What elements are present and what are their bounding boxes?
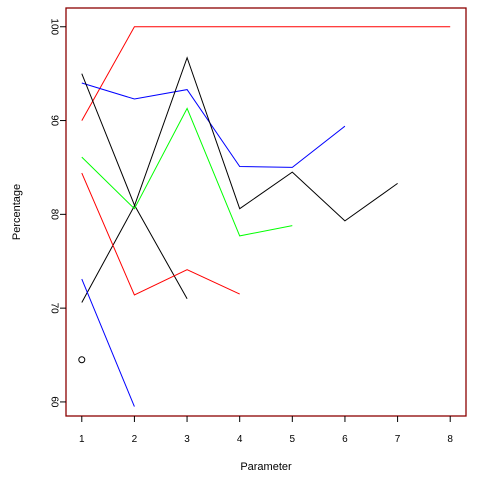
series-line-1 (81, 26, 451, 121)
x-tick-label: 3 (184, 434, 190, 445)
y-tick-label: 60 (49, 396, 60, 408)
y-axis: 60 70 80 90 100 (49, 18, 66, 408)
x-tick-label: 7 (395, 434, 401, 445)
x-axis: 1 2 3 4 5 6 7 8 (79, 416, 453, 445)
y-axis-label: Percentage (11, 184, 23, 240)
x-tick-label: 2 (132, 434, 138, 445)
plot-frame (65, 7, 467, 417)
x-tick-label: 5 (290, 434, 296, 445)
series-line-2 (81, 82, 346, 168)
x-axis-label: Parameter (240, 461, 292, 473)
y-tick-label: 100 (49, 18, 60, 35)
x-tick-label: 1 (79, 434, 85, 445)
x-tick-label: 8 (447, 434, 453, 445)
y-tick-label: 80 (49, 209, 60, 221)
points-layer (78, 356, 86, 364)
series-line-3 (81, 73, 188, 300)
series-line-6 (81, 172, 240, 296)
x-tick-label: 4 (237, 434, 243, 445)
series-layer (81, 26, 451, 407)
series-line-4 (81, 56, 398, 303)
y-tick-label: 70 (49, 303, 60, 315)
series-line-7 (81, 278, 135, 407)
y-tick-label: 90 (49, 115, 60, 127)
point-marker-1 (78, 356, 86, 364)
series-line-5 (81, 107, 293, 237)
x-tick-label: 6 (342, 434, 348, 445)
